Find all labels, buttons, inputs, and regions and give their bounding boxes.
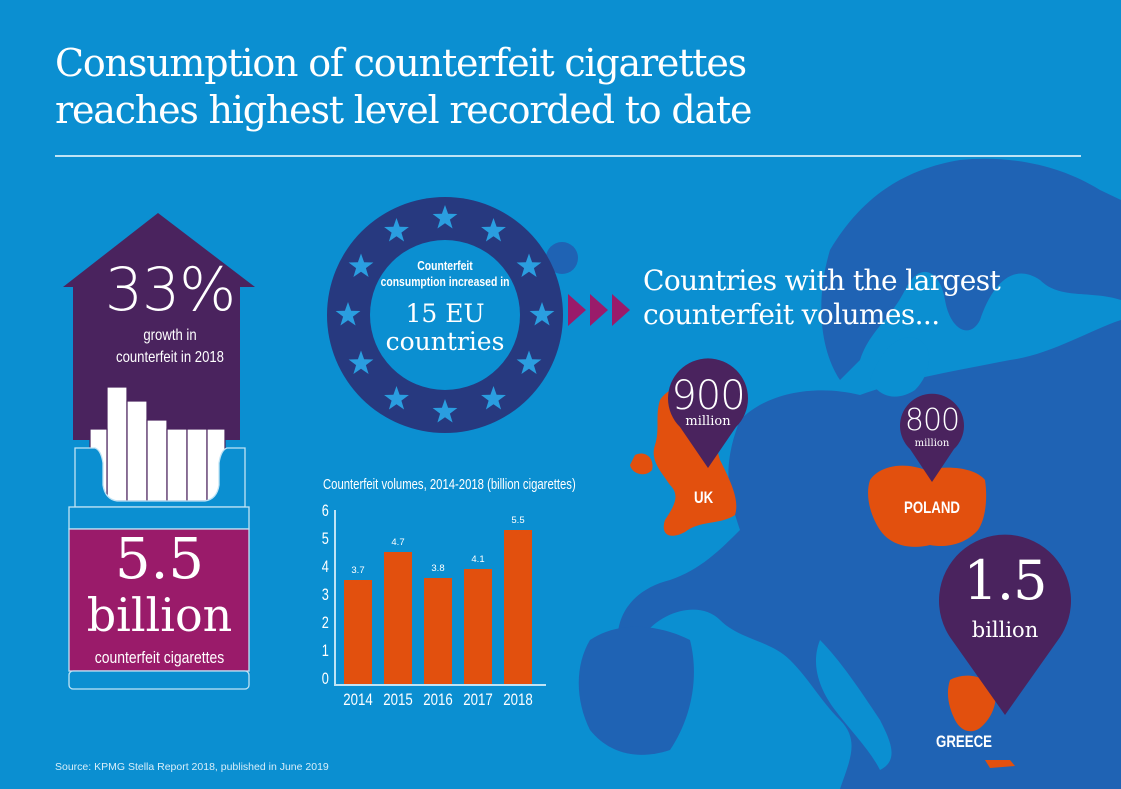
growth-percentage: 33% (104, 255, 236, 325)
star-icon (432, 205, 458, 229)
x-tick: 2015 (383, 690, 413, 709)
star-icon (348, 253, 374, 277)
star-icon (529, 302, 555, 326)
country-label-poland: POLAND (904, 498, 960, 517)
star-icon (481, 218, 506, 242)
star-icon (348, 350, 374, 374)
title-divider (55, 155, 1081, 157)
y-tick: 4 (321, 557, 329, 576)
countries-heading: Countries with the largest counterfeit v… (643, 264, 1001, 331)
x-tick: 2017 (463, 690, 493, 709)
bar-value-label: 4.7 (391, 537, 405, 549)
eu-stars-badge (327, 197, 563, 433)
bar-value-label: 5.5 (511, 515, 525, 526)
x-tick: 2014 (343, 690, 373, 709)
pin-greece-value: 1.5 (963, 549, 1048, 612)
y-axis (334, 510, 336, 685)
star-icon (481, 386, 506, 410)
growth-arrow-pack-graphic (63, 213, 255, 690)
chart-title: Counterfeit volumes, 2014-2018 (billion … (323, 477, 576, 493)
triple-chevron-icon (568, 294, 630, 326)
pin-uk-value: 900 (671, 373, 745, 419)
pin-poland-value: 800 (904, 403, 960, 438)
country-label-uk: UK (694, 488, 714, 507)
bar-chart: 6 5 4 3 2 1 0 3.7 2014 4.7 2015 3.8 2016 4.1 20… (318, 500, 558, 710)
eu-badge-caption: Counterfeit consumption increased in (380, 258, 510, 289)
total-value: 5.5 (114, 527, 205, 592)
bar-value-label: 3.7 (351, 565, 365, 577)
y-tick: 6 (321, 501, 329, 520)
y-tick: 2 (321, 613, 329, 632)
star-icons (335, 205, 555, 423)
x-axis (334, 684, 546, 686)
infographic-title: Consumption of counterfeit cigarettes re… (55, 40, 752, 134)
source-note: Source: KPMG Stella Report 2018, publish… (55, 761, 329, 773)
title-line-1: Consumption of counterfeit cigarettes (55, 41, 747, 85)
bar-2015 (384, 552, 412, 684)
y-tick: 0 (321, 669, 329, 688)
bar-2017 (464, 569, 492, 684)
eu-badge-value: 15 EU countries (385, 299, 505, 356)
bar-value-label: 4.1 (471, 554, 485, 566)
pin-uk-unit: million (685, 414, 731, 429)
total-label: counterfeit cigarettes (94, 648, 225, 667)
x-tick: 2018 (503, 690, 533, 709)
poland-shape (868, 465, 987, 547)
uk-shape (630, 386, 737, 536)
x-tick: 2016 (423, 690, 453, 709)
y-tick: 3 (321, 585, 329, 604)
growth-label: growth in counterfeit in 2018 (116, 327, 224, 366)
greece-shape (947, 675, 1015, 768)
country-label-greece: GREECE (936, 732, 993, 751)
y-tick: 1 (321, 641, 329, 660)
star-icon (516, 253, 542, 277)
pin-greece-unit: billion (971, 618, 1039, 642)
star-icon (384, 218, 409, 242)
star-icon (432, 399, 458, 423)
pin-poland-unit: million (914, 438, 950, 449)
pin-uk-icon (668, 358, 748, 468)
y-tick: 5 (321, 529, 329, 548)
bar-2018 (504, 530, 532, 684)
pin-greece-icon (939, 534, 1072, 715)
star-icon (516, 350, 542, 374)
bar-value-label: 3.8 (431, 562, 445, 574)
pin-poland-icon (899, 393, 964, 482)
bar-2016 (424, 577, 452, 684)
star-icon (384, 386, 409, 410)
title-line-2: reaches highest level recorded to date (55, 88, 752, 132)
star-icon (335, 302, 361, 326)
total-unit: billion (86, 588, 233, 642)
bar-2014 (344, 580, 372, 684)
